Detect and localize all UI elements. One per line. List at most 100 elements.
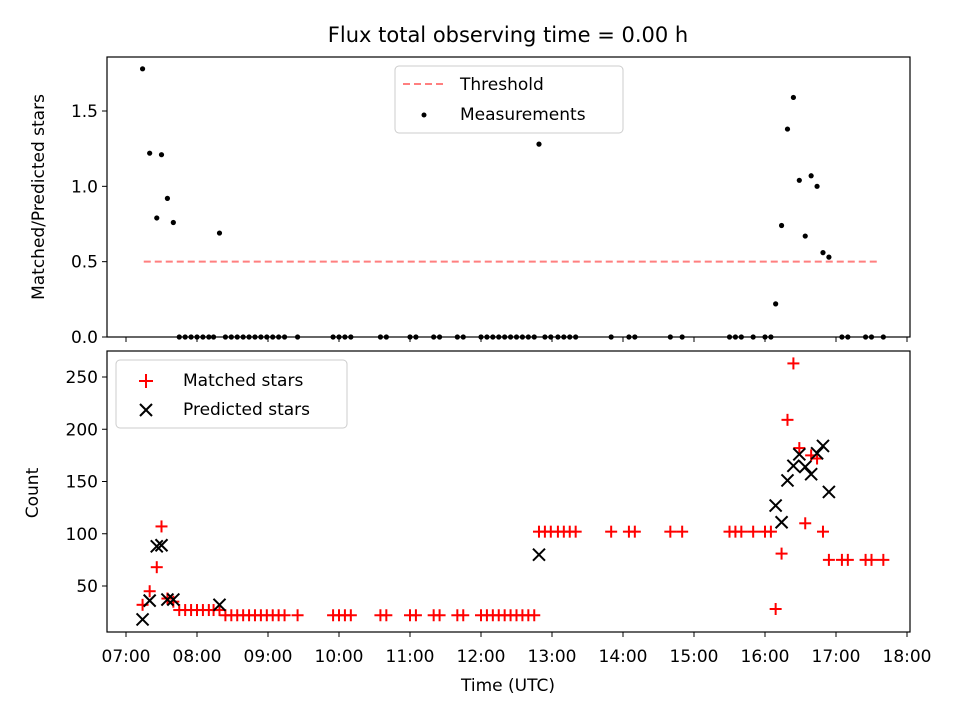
matched-star-point (155, 520, 168, 533)
measurement-point (276, 334, 282, 340)
matched-star-point (841, 553, 854, 566)
measurements-legend-swatch (421, 112, 427, 118)
matched-star-point (409, 609, 422, 622)
measurement-point (147, 150, 153, 156)
predicted-star-point (212, 598, 227, 612)
predicted-star-point (142, 593, 157, 608)
matched-star-point (676, 525, 689, 538)
matched-star-point (605, 525, 618, 538)
matched-star-point (628, 525, 641, 538)
measurement-point (820, 250, 826, 256)
measurement-point (862, 334, 869, 340)
measurement-point (377, 334, 384, 340)
top-chart-y-ticks: 0.0 0.5 1.0 1.5 (71, 102, 107, 348)
matched-stars-points (136, 357, 890, 622)
measurement-point (826, 254, 832, 260)
measurement-point (790, 94, 797, 101)
threshold-legend-label: Threshold (459, 75, 544, 95)
predicted-star-point (816, 439, 830, 453)
predicted-legend-label: Predicted stars (183, 400, 310, 420)
measurement-point (188, 334, 194, 340)
measurement-point (802, 233, 808, 239)
predicted-star-point (780, 473, 795, 488)
measurement-point (778, 222, 785, 229)
bottom-x-tick-label: 14:00 (599, 647, 648, 667)
top-y-tick-label: 1.0 (71, 177, 98, 197)
measurement-point (246, 334, 252, 340)
measurement-point (342, 334, 348, 340)
measurement-point (519, 334, 526, 340)
predicted-stars-points (135, 439, 836, 627)
top-chart-title: Flux total observing time = 0.00 h (328, 23, 688, 47)
bottom-chart-x-axis-label: Time (UTC) (460, 676, 555, 696)
measurement-point (194, 334, 200, 340)
bottom-x-tick-label: 16:00 (741, 647, 790, 667)
matched-star-point (344, 609, 357, 622)
measurement-point (281, 334, 288, 340)
measurement-point (496, 334, 502, 340)
measurement-point (542, 334, 548, 340)
measurement-point (478, 334, 484, 340)
measurement-point (808, 173, 814, 179)
matched-star-point (775, 547, 788, 560)
measurement-point (454, 334, 460, 340)
matched-star-point (816, 525, 829, 538)
measurement-point (252, 334, 258, 340)
matched-star-point (150, 561, 163, 574)
measurement-point (484, 334, 490, 340)
matched-star-point (793, 442, 806, 455)
bottom-y-tick-label: 50 (76, 577, 98, 597)
predicted-star-point (532, 547, 546, 562)
predicted-star-point (150, 539, 164, 553)
measurement-point (738, 334, 744, 340)
measurement-point (294, 334, 301, 340)
predicted-star-point (804, 467, 818, 481)
measurement-point (164, 195, 171, 201)
measurement-point (413, 334, 419, 340)
bottom-chart-x-ticks: 07:00 08:00 09:00 10:00 11:00 12:00 13:00 14:00… (102, 632, 932, 667)
measurement-point (608, 334, 614, 340)
bottom-chart-frame (106, 350, 911, 633)
matched-star-point (528, 609, 541, 622)
bottom-x-tick-label: 11:00 (386, 647, 435, 667)
measurement-point (348, 334, 354, 340)
measurement-point (210, 334, 217, 340)
matched-star-point (380, 609, 393, 622)
measurement-point (460, 334, 466, 340)
predicted-star-point (774, 515, 789, 529)
bottom-x-tick-label: 17:00 (812, 647, 861, 667)
measurement-point (383, 334, 389, 340)
bottom-y-tick-label: 200 (66, 420, 98, 440)
measurement-point (431, 334, 437, 340)
measurement-point (139, 66, 146, 72)
measurement-point (845, 334, 851, 340)
measurement-point (796, 177, 802, 183)
bottom-x-tick-label: 10:00 (315, 647, 364, 667)
measurement-point (667, 334, 673, 340)
matched-star-point (433, 609, 446, 622)
measurement-points (139, 66, 886, 340)
top-chart-panel: 0.0 0.5 1.0 1.5 Matched/Predicted stars Thr… (29, 56, 911, 348)
predicted-star-point (166, 592, 181, 607)
predicted-star-point (154, 538, 169, 552)
measurement-point (868, 334, 875, 340)
measurement-point (762, 334, 768, 340)
measurement-point (773, 301, 779, 307)
matched-star-point (877, 553, 890, 566)
measurement-point (732, 334, 739, 340)
predicted-star-point (792, 447, 807, 462)
measurement-point (839, 334, 845, 340)
top-y-tick-label: 1.5 (71, 102, 98, 122)
measurement-point (814, 183, 820, 189)
matched-star-point (569, 525, 582, 538)
measurement-point (176, 334, 182, 340)
measurement-point (502, 334, 508, 340)
measurement-point (240, 334, 246, 340)
matched-star-point (769, 602, 782, 615)
measurement-point (436, 334, 443, 340)
predicted-star-point (160, 592, 175, 607)
measurement-point (880, 334, 886, 340)
top-y-tick-label: 0.5 (71, 253, 98, 273)
predicted-legend-swatch (139, 403, 153, 417)
bottom-y-tick-label: 250 (66, 368, 98, 388)
